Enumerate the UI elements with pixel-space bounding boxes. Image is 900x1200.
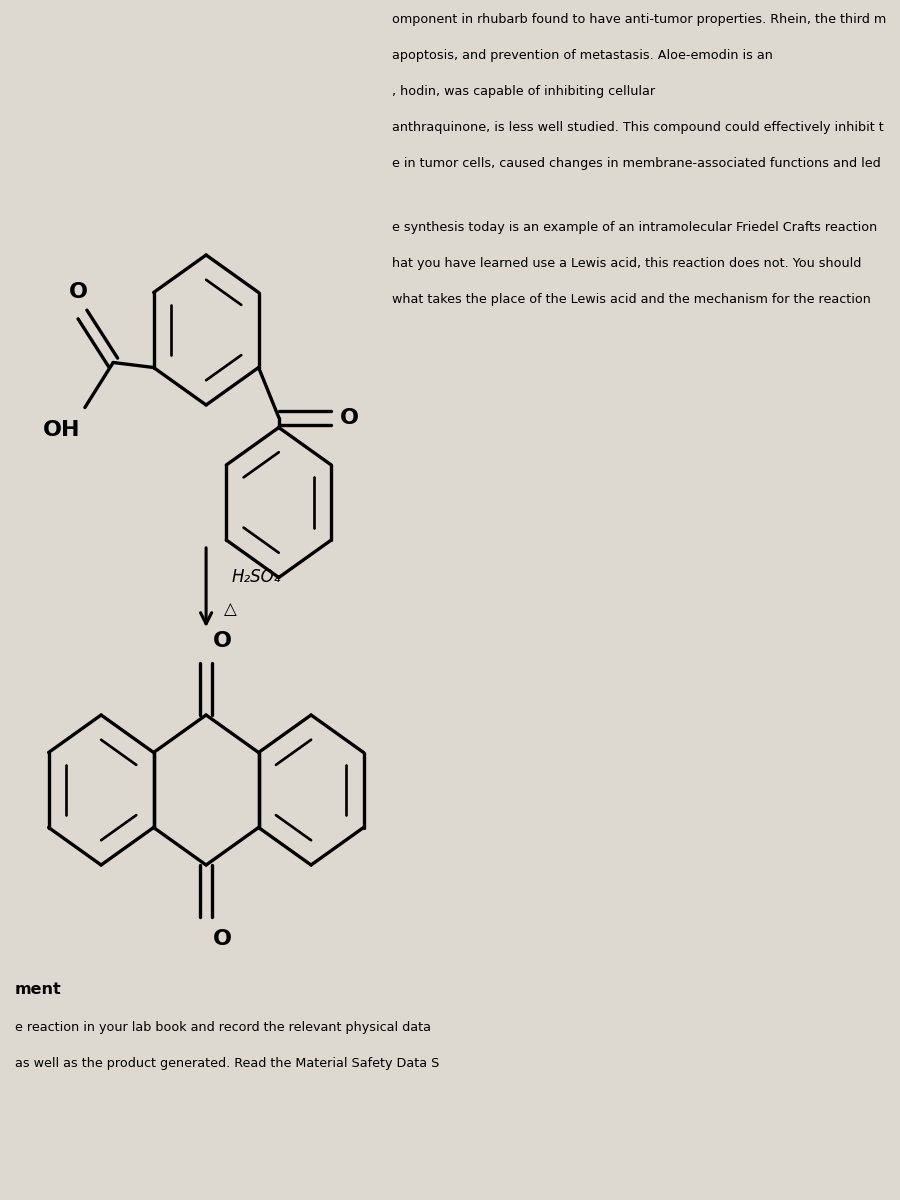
Text: omponent in rhubarb found to have anti-tumor properties. Rhein, the third m: omponent in rhubarb found to have anti-t… (392, 13, 886, 26)
Text: O: O (212, 929, 231, 949)
Text: O: O (339, 408, 358, 427)
Text: what takes the place of the Lewis acid and the mechanism for the reaction: what takes the place of the Lewis acid a… (392, 294, 871, 306)
Text: e in tumor cells, caused changes in membrane-associated functions and led: e in tumor cells, caused changes in memb… (392, 157, 881, 170)
Text: anthraquinone, is less well studied. This compound could effectively inhibit t: anthraquinone, is less well studied. Thi… (392, 121, 884, 134)
Text: , hodin, was capable of inhibiting cellular: , hodin, was capable of inhibiting cellu… (392, 85, 655, 98)
Text: apoptosis, and prevention of metastasis. Aloe-emodin is an: apoptosis, and prevention of metastasis.… (392, 49, 773, 62)
Text: H₂SO₄: H₂SO₄ (232, 569, 282, 587)
Text: hat you have learned use a Lewis acid, this reaction does not. You should: hat you have learned use a Lewis acid, t… (392, 258, 861, 270)
Text: e synthesis today is an example of an intramolecular Friedel Crafts reaction: e synthesis today is an example of an in… (392, 222, 877, 234)
Text: ment: ment (14, 983, 61, 997)
Text: as well as the product generated. Read the Material Safety Data S: as well as the product generated. Read t… (14, 1057, 439, 1070)
Text: O: O (212, 631, 231, 650)
Text: OH: OH (43, 420, 81, 439)
Text: O: O (69, 282, 88, 302)
Text: e reaction in your lab book and record the relevant physical data: e reaction in your lab book and record t… (14, 1021, 430, 1034)
Text: △: △ (224, 600, 237, 618)
